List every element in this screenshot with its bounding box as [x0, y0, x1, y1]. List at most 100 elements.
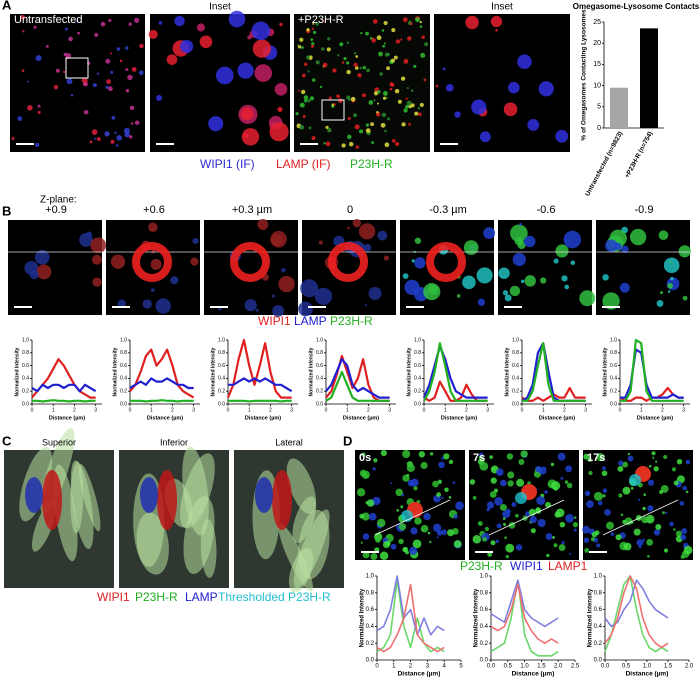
puncta [669, 260, 672, 264]
z-plane-label: -0.6 [537, 204, 556, 216]
puncta [347, 134, 352, 140]
y-axis-label: Normalized Intensity [474, 588, 480, 647]
series-line [490, 579, 559, 628]
puncta [363, 243, 372, 252]
puncta [476, 267, 493, 284]
puncta [447, 529, 455, 537]
puncta [643, 493, 646, 496]
y-tick-label: 1.0 [414, 337, 421, 343]
puncta [647, 505, 654, 512]
puncta [115, 144, 119, 147]
y-tick-label: 0.6 [414, 363, 421, 369]
puncta [621, 245, 629, 254]
puncta [515, 513, 519, 518]
puncta [417, 107, 421, 110]
image-label: Inset [209, 2, 231, 13]
puncta [215, 66, 234, 85]
puncta [116, 135, 122, 141]
puncta [166, 54, 178, 65]
puncta [553, 258, 559, 264]
puncta [552, 535, 555, 539]
puncta [91, 129, 98, 135]
puncta [400, 76, 406, 81]
series-line [620, 338, 684, 402]
puncta [68, 36, 73, 42]
puncta [489, 455, 493, 459]
y-tick-label: 0.4 [120, 376, 127, 382]
puncta [148, 222, 158, 232]
puncta [89, 140, 93, 144]
puncta [20, 14, 26, 20]
puncta [138, 70, 144, 76]
legend-item: WIPI1 [97, 590, 130, 604]
puncta [656, 299, 664, 307]
x-tick-label: 1 [542, 407, 545, 413]
puncta [472, 534, 482, 544]
puncta [299, 37, 304, 42]
puncta [333, 103, 336, 106]
puncta [670, 276, 674, 281]
puncta [584, 490, 591, 497]
puncta [304, 99, 308, 103]
x-tick-label: 0 [375, 664, 379, 670]
puncta [511, 501, 517, 507]
puncta [596, 452, 605, 462]
puncta [22, 30, 25, 33]
x-axis-label: Distance (µm) [147, 415, 183, 421]
x-axis-label: Distance (µm) [245, 415, 281, 421]
puncta [671, 467, 676, 472]
profile-line [602, 499, 679, 536]
puncta [114, 131, 117, 135]
puncta [192, 237, 199, 245]
puncta [516, 478, 525, 487]
puncta [406, 86, 409, 89]
y-tick-label: 1.0 [22, 337, 29, 343]
y-tick-label: 0.4 [316, 376, 323, 382]
series-line [31, 383, 97, 393]
y-axis-label: Normalized Intensity [588, 588, 594, 647]
puncta [327, 37, 331, 41]
puncta [496, 523, 502, 529]
puncta [300, 279, 319, 298]
legend-item: WIPI1 (IF) [200, 157, 255, 171]
puncta [373, 91, 379, 96]
puncta [681, 528, 688, 535]
puncta [411, 259, 415, 263]
puncta [110, 52, 113, 55]
puncta [424, 42, 429, 47]
puncta [252, 39, 272, 58]
puncta [355, 145, 359, 149]
puncta [92, 277, 102, 287]
puncta [587, 458, 592, 462]
puncta [319, 85, 323, 89]
puncta [272, 305, 284, 317]
z-plane-label: +0.6 [143, 204, 165, 216]
puncta [33, 25, 37, 29]
y-tick-label: 1.0 [120, 337, 127, 343]
puncta [537, 518, 546, 528]
puncta [655, 524, 662, 531]
puncta [142, 299, 152, 309]
puncta [682, 295, 688, 301]
x-tick-label: 0 [619, 407, 622, 413]
puncta [241, 128, 260, 146]
puncta [615, 534, 622, 541]
x-tick-label: 2 [171, 407, 174, 413]
x-axis-label: Distance (µm) [398, 671, 441, 678]
puncta [661, 511, 665, 515]
puncta [685, 490, 689, 494]
puncta [636, 539, 644, 547]
puncta [545, 501, 551, 508]
puncta [507, 471, 515, 479]
puncta [454, 111, 461, 118]
legend-item: P23H-R [460, 559, 503, 573]
puncta [557, 452, 566, 461]
puncta [361, 512, 370, 521]
lamp-render [255, 477, 273, 513]
y-tick-label: 0.0 [316, 401, 323, 407]
legend-item: P23H-R [330, 314, 373, 328]
puncta [544, 490, 548, 494]
x-axis-label: Distance (µm) [49, 415, 85, 421]
puncta [517, 54, 532, 69]
puncta [504, 294, 512, 302]
